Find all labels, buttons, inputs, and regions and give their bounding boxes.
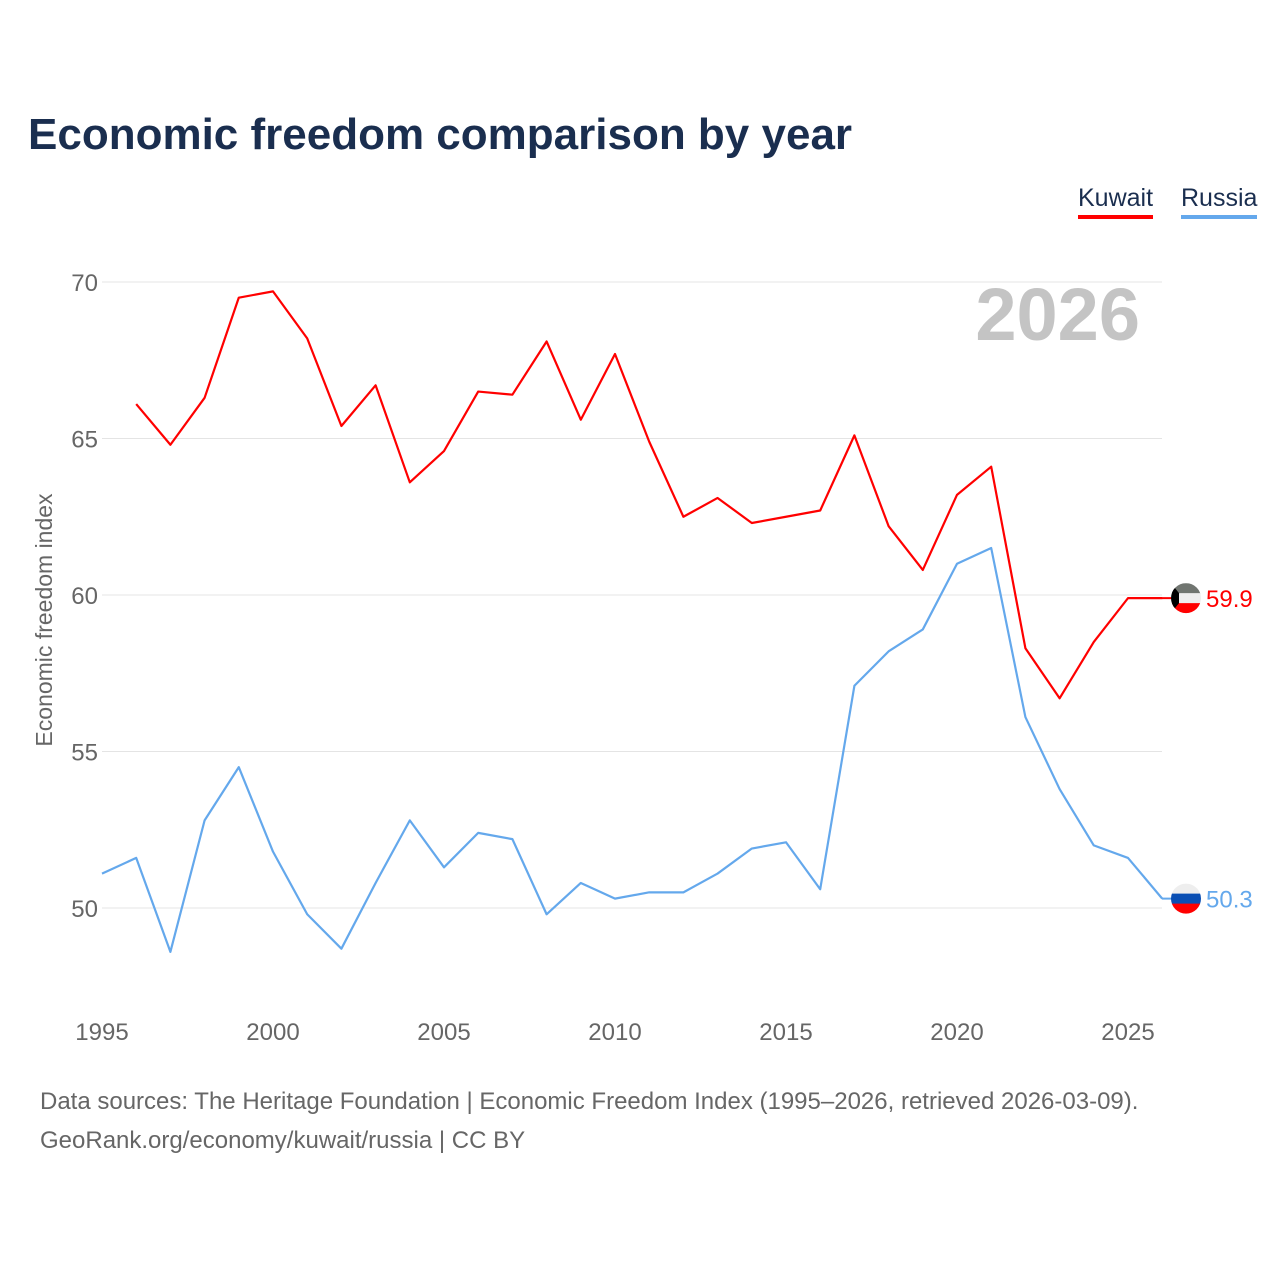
y-axis-label: Economic freedom index bbox=[31, 493, 57, 747]
x-tick-label: 2010 bbox=[588, 1019, 641, 1046]
flag-russia-icon bbox=[1171, 883, 1201, 914]
legend-kuwait[interactable]: Kuwait bbox=[1078, 184, 1154, 219]
y-tick-label: 55 bbox=[71, 740, 98, 767]
y-tick-label: 70 bbox=[71, 270, 98, 297]
source-text: Data sources: The Heritage Foundation | … bbox=[40, 1088, 1139, 1115]
x-tick-label: 2025 bbox=[1101, 1019, 1154, 1046]
series-line-kuwait bbox=[135, 290, 1163, 700]
chart-title: Economic freedom comparison by year bbox=[28, 110, 853, 159]
end-value-label: 50.3 bbox=[1206, 887, 1253, 914]
x-tick-label: 2000 bbox=[246, 1019, 299, 1046]
y-tick-label: 65 bbox=[71, 427, 98, 454]
series-line-russia bbox=[101, 546, 1164, 953]
year-label: 2026 bbox=[975, 273, 1140, 356]
end-value-label: 59.9 bbox=[1206, 586, 1253, 613]
legend-russia[interactable]: Russia bbox=[1181, 184, 1258, 219]
x-tick-label: 1995 bbox=[75, 1019, 128, 1046]
x-tick-label: 2015 bbox=[759, 1019, 812, 1046]
flag-kuwait-icon bbox=[1171, 583, 1201, 614]
x-tick-label: 2005 bbox=[417, 1019, 470, 1046]
y-tick-label: 60 bbox=[71, 583, 98, 610]
y-tick-label: 50 bbox=[71, 896, 98, 923]
source-link[interactable]: GeoRank.org/economy/kuwait/russia | CC B… bbox=[40, 1127, 526, 1154]
x-tick-label: 2020 bbox=[930, 1019, 983, 1046]
